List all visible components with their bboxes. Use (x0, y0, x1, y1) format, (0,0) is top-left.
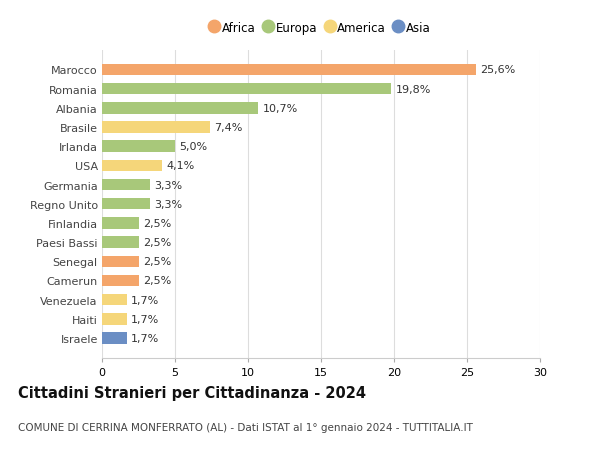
Bar (102, 84, 391, 95)
Bar (102, 198, 150, 210)
Bar (102, 122, 210, 134)
Text: 2,5%: 2,5% (143, 276, 171, 286)
Text: 25,6%: 25,6% (480, 65, 515, 75)
Text: 10,7%: 10,7% (263, 104, 298, 113)
Text: 2,5%: 2,5% (143, 218, 171, 229)
Bar (102, 275, 139, 286)
Text: 3,3%: 3,3% (155, 180, 182, 190)
Text: 1,7%: 1,7% (131, 314, 160, 324)
Text: 3,3%: 3,3% (155, 199, 182, 209)
Text: COMUNE DI CERRINA MONFERRATO (AL) - Dati ISTAT al 1° gennaio 2024 - TUTTITALIA.I: COMUNE DI CERRINA MONFERRATO (AL) - Dati… (18, 422, 473, 432)
Text: 2,5%: 2,5% (143, 257, 171, 267)
Text: 19,8%: 19,8% (395, 84, 431, 95)
Text: Cittadini Stranieri per Cittadinanza - 2024: Cittadini Stranieri per Cittadinanza - 2… (18, 386, 366, 401)
Text: 2,5%: 2,5% (143, 238, 171, 247)
Text: 1,7%: 1,7% (131, 333, 160, 343)
Bar (102, 256, 139, 268)
Bar (102, 294, 127, 306)
Bar (102, 179, 150, 191)
Text: 1,7%: 1,7% (131, 295, 160, 305)
Bar (102, 218, 139, 229)
Text: 7,4%: 7,4% (214, 123, 243, 133)
Bar (102, 237, 139, 248)
Text: 4,1%: 4,1% (166, 161, 194, 171)
Bar (102, 103, 258, 114)
Text: 5,0%: 5,0% (179, 142, 208, 152)
Bar (102, 333, 127, 344)
Legend: Africa, Europa, America, Asia: Africa, Europa, America, Asia (209, 19, 433, 37)
Bar (102, 64, 476, 76)
Bar (102, 141, 175, 152)
Bar (102, 160, 162, 172)
Bar (102, 313, 127, 325)
